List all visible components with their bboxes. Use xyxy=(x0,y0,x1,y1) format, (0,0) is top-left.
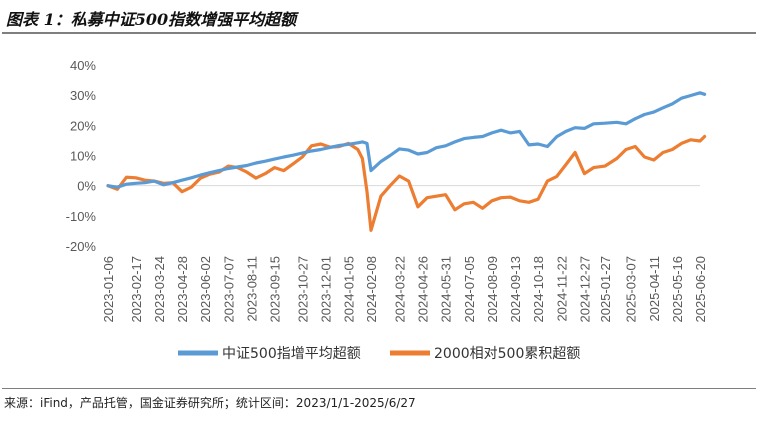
y-tick-label: 20% xyxy=(70,118,96,133)
y-tick-label: 40% xyxy=(70,58,96,73)
x-tick-label: 2024-12-27 xyxy=(577,256,592,323)
x-tick-label: 2023-04-28 xyxy=(175,256,190,323)
series-layer xyxy=(106,91,707,232)
legend: 中证500指增平均超额 2000相对500累积超额 xyxy=(178,346,580,362)
x-tick-label: 2024-02-08 xyxy=(364,256,379,323)
y-tick-label: 30% xyxy=(70,88,96,103)
y-tick-label: 10% xyxy=(70,149,96,164)
x-tick-label: 2023-08-11 xyxy=(244,256,259,322)
x-tick-label: 2023-07-07 xyxy=(221,256,236,323)
x-tick-label: 2024-03-22 xyxy=(392,256,407,323)
footer-divider xyxy=(2,388,756,389)
x-tick-label: 2023-02-17 xyxy=(129,256,144,323)
x-tick-label: 2023-01-06 xyxy=(101,256,116,323)
x-tick-label: 2025-05-16 xyxy=(670,256,685,323)
x-tick-label: 2023-09-15 xyxy=(268,256,283,323)
x-tick-label: 2024-10-18 xyxy=(531,256,546,323)
x-tick-label: 2024-04-26 xyxy=(416,256,431,323)
x-tick-label: 2024-01-05 xyxy=(342,256,357,323)
x-tick-label: 2024-08-09 xyxy=(485,256,500,323)
legend-label-series-1: 中证500指增平均超额 xyxy=(222,346,361,362)
y-tick-label: -20% xyxy=(66,239,97,254)
x-tick-label: 2024-09-13 xyxy=(508,256,523,323)
y-tick-label: 0% xyxy=(77,179,96,194)
series-line-1 xyxy=(106,91,707,189)
x-tick-label: 2023-12-01 xyxy=(318,256,333,323)
legend-label-series-2: 2000相对500累积超额 xyxy=(434,346,580,362)
x-tick-label: 2025-04-11 xyxy=(647,256,662,322)
title-divider xyxy=(2,32,756,34)
x-tick-label: 2024-05-31 xyxy=(439,256,454,323)
x-tick-label: 2024-07-05 xyxy=(462,256,477,323)
y-tick-label: -10% xyxy=(66,209,97,224)
y-axis: 40% 30% 20% 10% 0% -10% -20% xyxy=(66,58,97,254)
figure-title: 图表 1：私募中证500指数增强平均超额 xyxy=(6,10,297,29)
x-tick-label: 2023-06-02 xyxy=(198,256,213,323)
x-tick-label: 2023-10-27 xyxy=(295,256,310,323)
x-tick-label: 2025-01-27 xyxy=(598,256,613,323)
line-chart: 40% 30% 20% 10% 0% -10% -20% 2023-01-06 2023-02… xyxy=(66,58,708,362)
x-tick-label: 2025-03-07 xyxy=(624,256,639,323)
x-tick-label: 2024-11-22 xyxy=(554,256,569,322)
x-tick-label: 2023-03-24 xyxy=(152,256,167,323)
x-axis: 2023-01-06 2023-02-17 2023-03-24 2023-04-28… xyxy=(101,185,708,323)
x-tick-label: 2025-06-20 xyxy=(693,256,708,323)
source-note: 来源：iFind，产品托管，国金证券研究所；统计区间：2023/1/1-2025… xyxy=(4,396,416,410)
